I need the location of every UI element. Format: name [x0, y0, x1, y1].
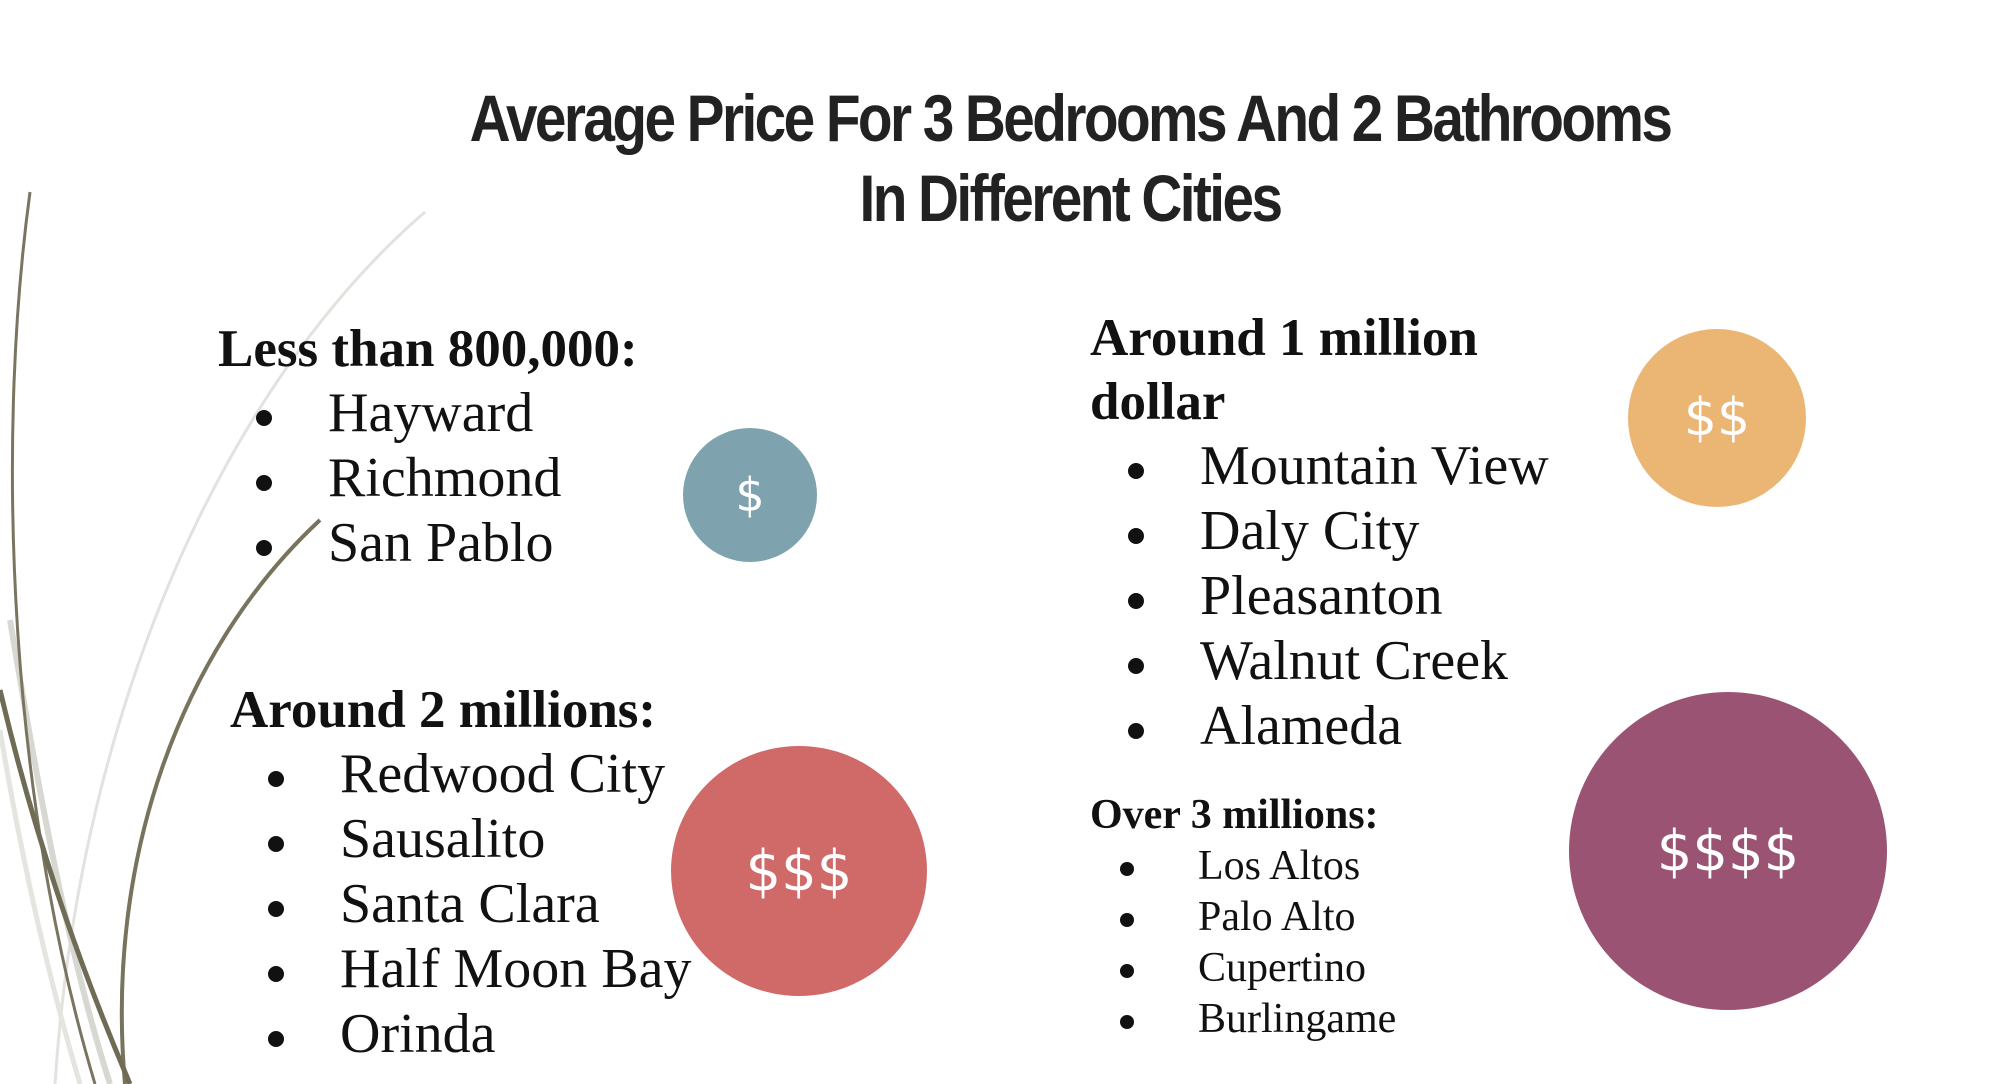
- curve-light-3: [0, 729, 83, 1084]
- list-item: Hayward: [218, 381, 638, 446]
- curve-olive-3: [0, 689, 133, 1084]
- list-item: Sausalito: [230, 807, 692, 872]
- list-item: Redwood City: [230, 742, 692, 807]
- badge-label: $$$: [745, 838, 853, 904]
- list-item: Cupertino: [1090, 943, 1396, 994]
- city-list: Mountain View Daly City Pleasanton Walnu…: [1090, 434, 1549, 759]
- price-badge-one-dollar: $: [683, 428, 817, 562]
- list-item: Palo Alto: [1090, 892, 1396, 943]
- city-list: Hayward Richmond San Pablo: [218, 381, 638, 576]
- list-item: Orinda: [230, 1002, 692, 1067]
- list-item: Richmond: [218, 446, 638, 511]
- group-heading-line-2: dollar: [1090, 373, 1226, 431]
- group-around-2-millions: Around 2 millions: Redwood City Sausalit…: [230, 678, 692, 1067]
- badge-label: $$$$: [1656, 818, 1800, 884]
- group-less-than-800k: Less than 800,000: Hayward Richmond San …: [218, 317, 638, 576]
- curve-light-1: [53, 210, 426, 1084]
- curve-olive-2: [119, 518, 322, 1084]
- list-item: Alameda: [1090, 694, 1549, 759]
- badge-label: $$: [1683, 388, 1751, 448]
- city-list: Los Altos Palo Alto Cupertino Burlingame: [1090, 841, 1396, 1045]
- list-item: Mountain View: [1090, 434, 1549, 499]
- list-item: Burlingame: [1090, 994, 1396, 1045]
- price-badge-three-dollars: $$$: [671, 746, 927, 996]
- title-line-2: In Different Cities: [859, 161, 1283, 235]
- list-item: San Pablo: [218, 511, 638, 576]
- list-item: Walnut Creek: [1090, 629, 1549, 694]
- group-heading: Over 3 millions:: [1090, 792, 1379, 838]
- price-badge-four-dollars: $$$$: [1569, 692, 1887, 1010]
- list-item: Santa Clara: [230, 872, 692, 937]
- curve-olive-1: [10, 191, 97, 1084]
- badge-label: $: [735, 468, 765, 522]
- list-item: Los Altos: [1090, 841, 1396, 892]
- page-title: Average Price For 3 Bedrooms And 2 Bathr…: [434, 78, 1707, 238]
- title-line-1: Average Price For 3 Bedrooms And 2 Bathr…: [469, 81, 1673, 155]
- group-around-1-million: Around 1 million dollar Mountain View Da…: [1090, 306, 1549, 759]
- list-item: Half Moon Bay: [230, 937, 692, 1002]
- price-badge-two-dollars: $$: [1628, 329, 1806, 507]
- group-over-3-millions: Over 3 millions: Los Altos Palo Alto Cup…: [1090, 789, 1396, 1045]
- list-item: Daly City: [1090, 499, 1549, 564]
- group-heading: Less than 800,000:: [218, 320, 638, 378]
- group-heading: Around 2 millions:: [230, 681, 657, 739]
- list-item: Pleasanton: [1090, 564, 1549, 629]
- city-list: Redwood City Sausalito Santa Clara Half …: [230, 742, 692, 1067]
- group-heading-line-1: Around 1 million: [1090, 309, 1478, 367]
